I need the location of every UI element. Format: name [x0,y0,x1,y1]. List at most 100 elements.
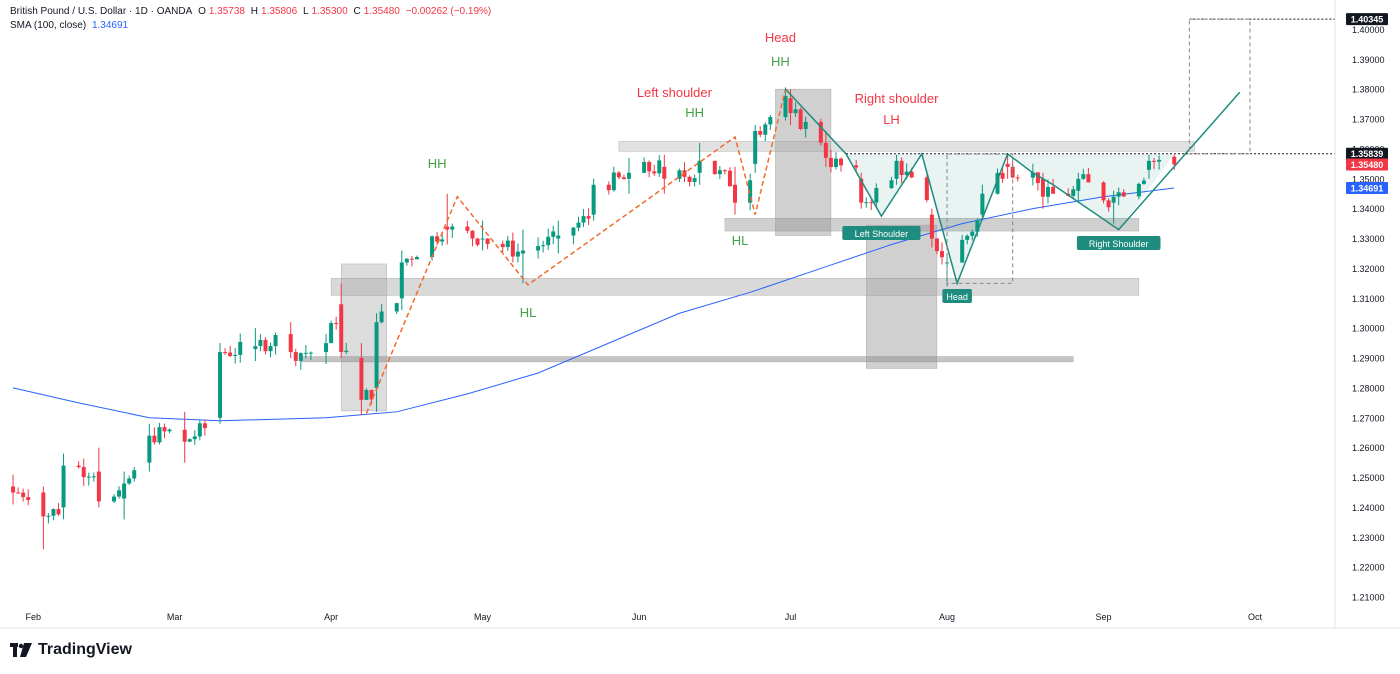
candle-body [132,470,137,479]
price-tick-label: 1.31000 [1352,294,1385,304]
candle-body [1081,174,1086,179]
candle-body [677,170,682,179]
tradingview-icon [10,643,32,657]
candle-body [485,238,490,244]
price-tick-label: 1.29000 [1352,354,1385,364]
pattern-tag [842,226,921,240]
candle-body [697,160,702,173]
candle-body [980,193,985,215]
candle-body [152,435,157,443]
symbol-title[interactable]: British Pound / U.S. Dollar · 1D · OANDA [10,6,193,17]
candle-body [81,467,86,478]
pattern-path [784,88,1241,286]
candle-body [86,476,91,478]
pattern-tag [942,289,972,303]
close-label: C [353,6,361,17]
candle-body [445,226,450,230]
candle-body [939,251,944,258]
candle-body [273,335,278,347]
pattern-fill-right [1007,153,1175,230]
price-tag-label: 1.40345 [1351,15,1384,25]
candle-body [324,343,329,353]
time-tick-label: Feb [25,612,41,622]
time-tick-label: Sep [1096,612,1112,622]
candle-body [859,178,864,203]
candle-body [889,180,894,189]
price-tick-label: 1.40000 [1352,25,1385,35]
candle-body [768,117,773,125]
candle-body [556,235,561,239]
pattern-tag [1076,236,1161,250]
measure-box [946,153,1014,284]
candle-body [430,236,435,258]
candle-body [874,188,879,203]
candle-body [1111,196,1116,203]
price-tag-label: 1.34691 [1351,184,1384,194]
pattern-tag-label: Head [946,292,968,302]
sma-polyline [12,187,1175,422]
change-value: −0.00262 (−0.19%) [405,6,492,17]
candle-body [1172,156,1177,165]
candle-body [1035,172,1040,184]
candle-body [1000,172,1005,179]
candle-body [611,172,616,191]
time-tick-label: Jun [632,612,647,622]
candle-body [763,124,768,135]
candle-body [621,177,626,180]
highlight-zone [866,224,938,369]
high-label: H [250,6,259,17]
price-tag-label: 1.35480 [1351,160,1384,170]
price-tag [1346,158,1388,171]
pattern-tag-label: Right Shoulder [1089,239,1149,249]
candle-body [359,358,364,400]
price-tick-label: 1.33000 [1352,234,1385,244]
time-axis: Feb Mar Apr May Jun Jul Aug Sep Oct [0,612,1400,629]
candle-body [298,353,303,361]
candle-body [480,238,485,240]
candle-body [16,492,21,494]
price-tick-label: 1.38000 [1352,85,1385,95]
candle-body [344,350,349,353]
candle-body [51,509,56,516]
candle-body [722,170,727,172]
candle-body [1051,186,1056,194]
candle-body [823,142,828,158]
candle-body [500,243,505,248]
annotation-label: Left shoulder [637,85,713,100]
candle-body [546,236,551,246]
candle-body [581,216,586,223]
annotation-label: LH [883,112,900,127]
candle-body [606,184,611,191]
candle-body [687,176,692,182]
candle-body [303,352,308,354]
candle-body [293,352,298,361]
candle-body [394,303,399,312]
candle-body [934,238,939,252]
candle-body [839,158,844,166]
candle-body [127,478,132,484]
candle-body [904,171,909,175]
price-tick-label: 1.34000 [1352,204,1385,214]
sma-label[interactable]: SMA (100, close) [10,20,87,31]
candle-body [591,184,596,215]
annotation-label: HH [771,54,790,69]
candle-body [1116,192,1121,197]
candle-body [662,166,667,179]
annotation-label: HH [428,156,447,171]
price-tick-label: 1.37000 [1352,115,1385,125]
candle-body [652,171,657,174]
price-tick-label: 1.23000 [1352,533,1385,543]
tradingview-logo[interactable]: TradingView [10,641,132,659]
chart-header: British Pound / U.S. Dollar · 1D · OANDA… [10,5,494,33]
candle-body [505,240,510,248]
candle-body [586,216,591,219]
candle-body [197,423,202,437]
candle-body [1157,159,1162,162]
candle-body [899,160,904,175]
symbol-row: British Pound / U.S. Dollar · 1D · OANDA… [10,5,494,19]
candles [11,87,1177,550]
candle-body [692,178,697,182]
candle-body [228,352,233,356]
candle-body [828,157,833,167]
